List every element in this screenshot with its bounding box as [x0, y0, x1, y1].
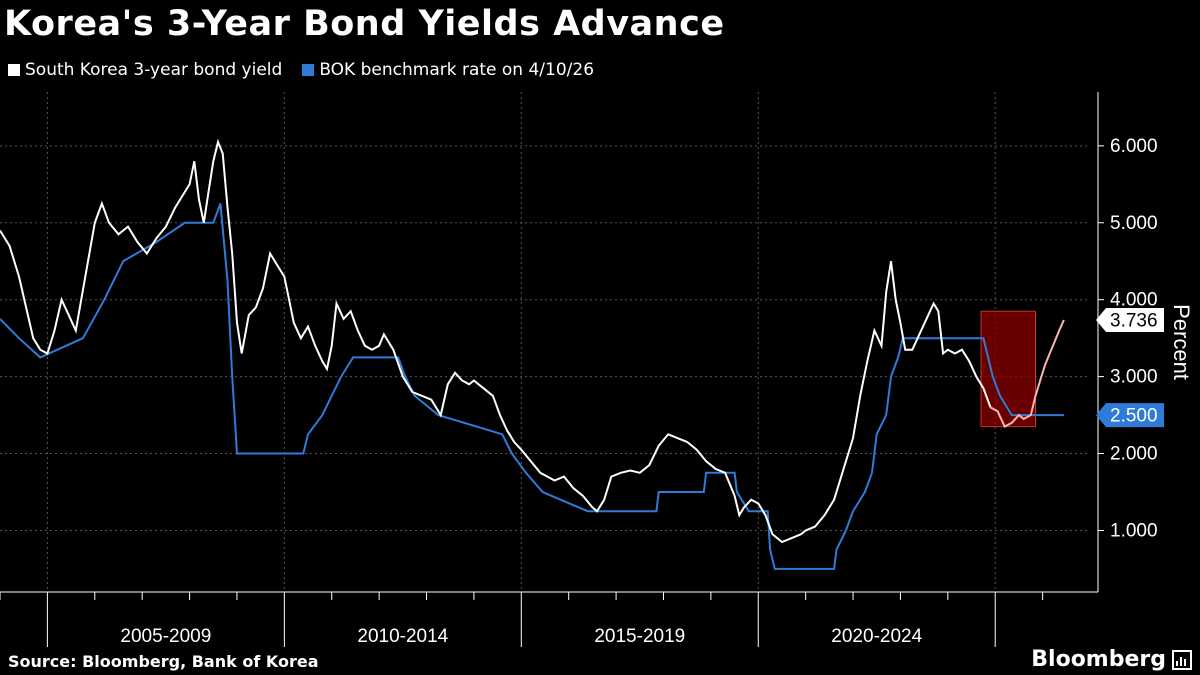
x-period-label: 2010-2014 — [357, 626, 448, 647]
value-tag-label: 2.500 — [1110, 406, 1158, 427]
x-axis: 2005-2009 2010-2014 2015-2019 2020-2024 — [0, 591, 1098, 647]
legend-label-bok-rate: BOK benchmark rate on 4/10/26 — [319, 60, 595, 80]
value-tag-box — [1096, 308, 1164, 332]
gridlines — [0, 92, 1090, 592]
bond-yield-line — [0, 138, 992, 544]
bok-rate-line — [0, 203, 1064, 570]
x-period-label: 2020-2024 — [831, 626, 922, 647]
brand-name: Bloomberg — [1031, 647, 1166, 672]
y-tick-label: 3.000 — [1110, 367, 1158, 388]
source-note: Source: Bloomberg, Bank of Korea — [8, 652, 319, 671]
chart-title: Korea's 3-Year Bond Yields Advance — [4, 4, 725, 44]
x-period-label: 2005-2009 — [120, 626, 211, 647]
y-tick-label: 2.000 — [1110, 444, 1158, 465]
bloomberg-mark-icon — [1172, 649, 1192, 670]
value-tag-label: 3.736 — [1110, 311, 1158, 332]
y-tick-label: 6.000 — [1110, 136, 1158, 157]
legend-label-bond-yield: South Korea 3-year bond yield — [25, 60, 283, 80]
bond-yield-highlighted-segment — [990, 319, 1065, 428]
x-period-label: 2015-2019 — [594, 626, 685, 647]
legend-swatch-white — [8, 64, 20, 76]
legend-item-bond-yield: South Korea 3-year bond yield — [8, 60, 282, 80]
y-tick-label: 4.000 — [1110, 290, 1158, 311]
value-tags: 3.736 2.500 — [1096, 308, 1164, 428]
legend-item-bok-rate: BOK benchmark rate on 4/10/26 — [302, 60, 594, 80]
bloomberg-logo: Bloomberg — [1031, 647, 1192, 672]
value-tag-box — [1096, 403, 1164, 428]
legend: South Korea 3-year bond yield BOK benchm… — [8, 60, 614, 80]
y-axis: 1.000 2.000 3.000 4.000 5.000 6.000 — [1097, 92, 1158, 592]
y-axis-label: Percent — [1169, 304, 1194, 380]
y-tick-label: 1.000 — [1110, 520, 1158, 541]
legend-swatch-blue — [302, 64, 315, 76]
y-tick-label: 5.000 — [1110, 213, 1158, 234]
